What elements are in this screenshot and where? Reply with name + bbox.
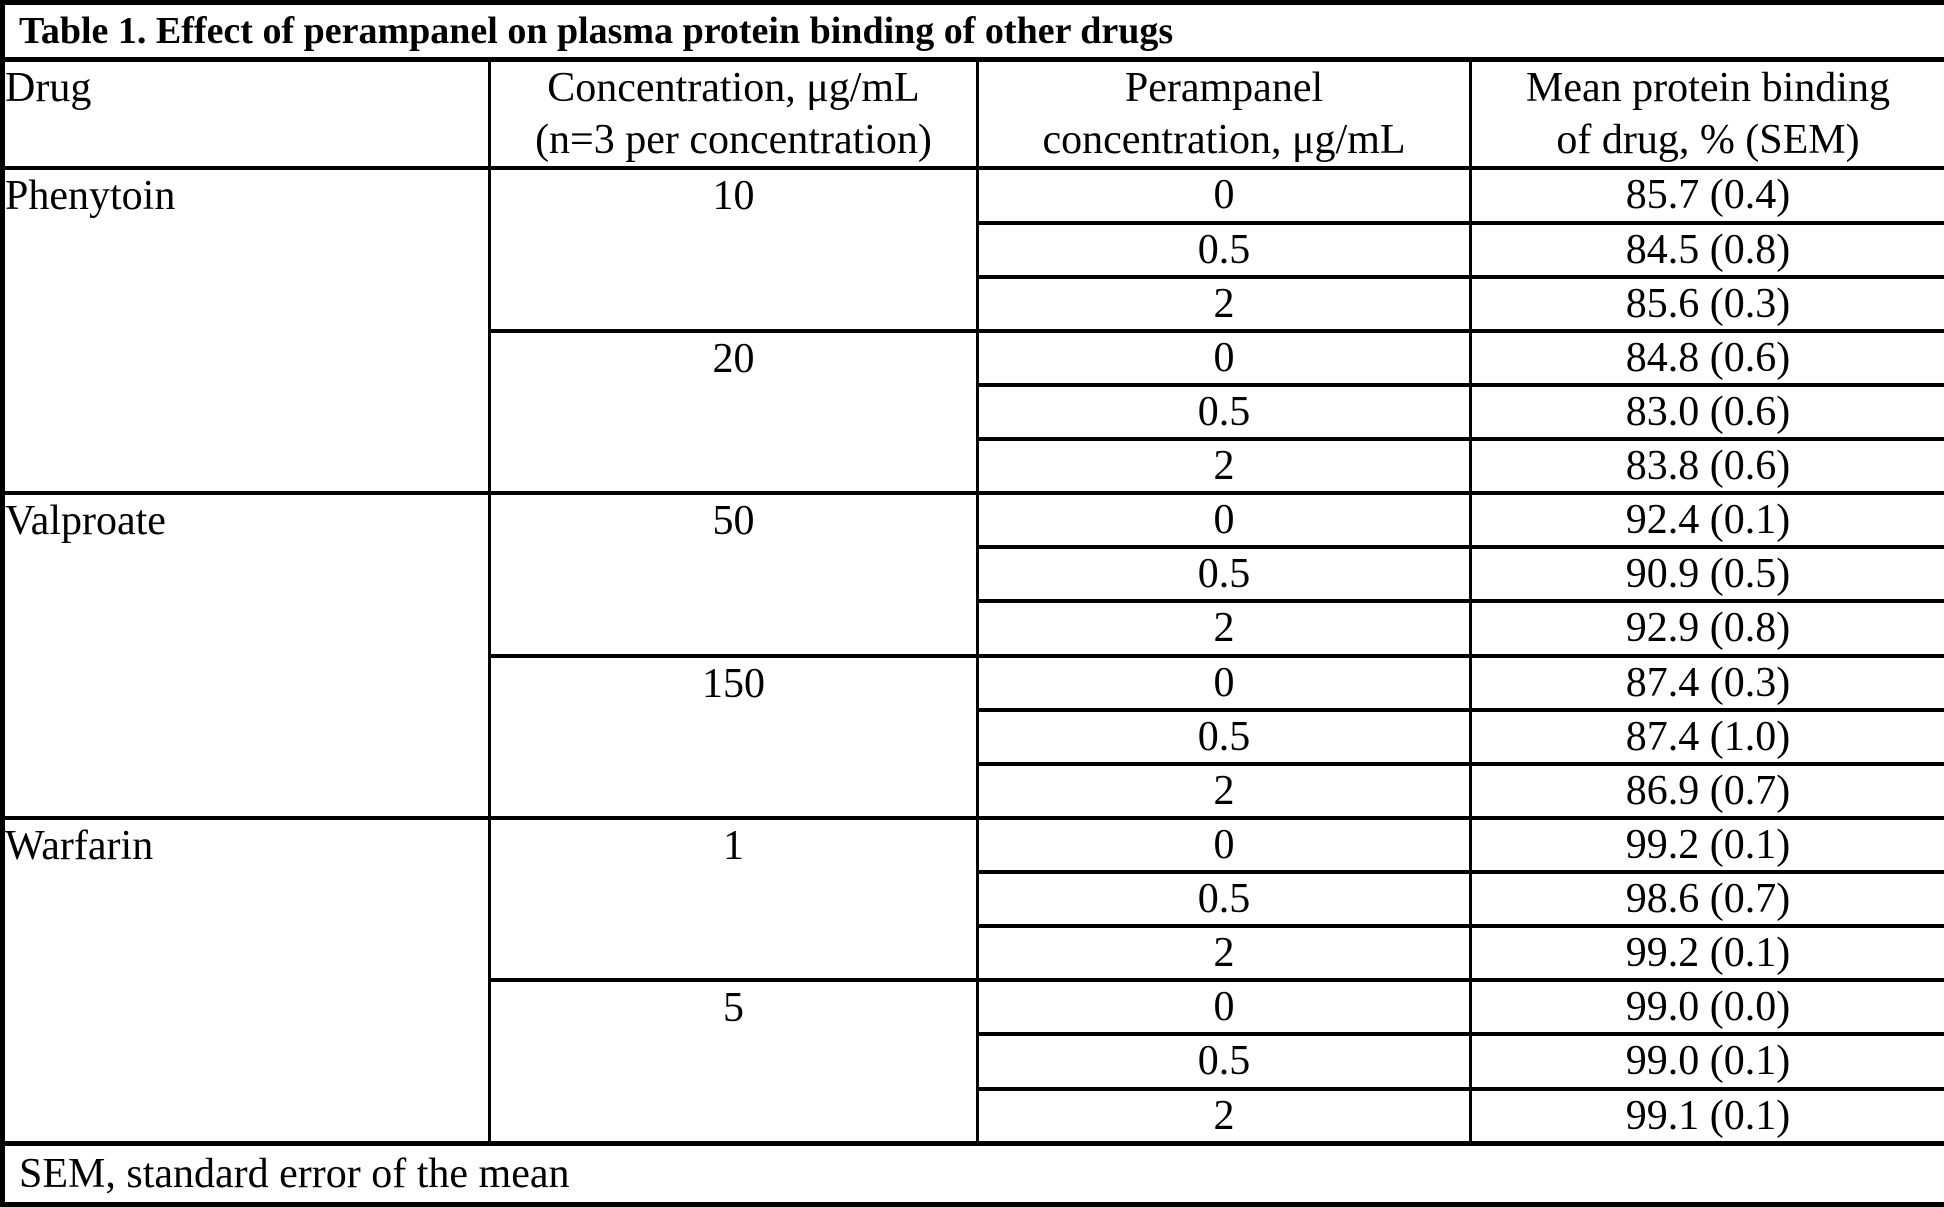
protein-binding-cell: 90.9 (0.5) <box>1469 545 1944 604</box>
protein-binding-cell: 98.6 (0.7) <box>1469 870 1944 929</box>
perampanel-concentration-cell: 2 <box>976 599 1472 658</box>
table-row: 0.5 99.0 (0.1) <box>3 1032 1944 1091</box>
protein-binding-cell: 87.4 (0.3) <box>1469 653 1944 712</box>
table-row: 2 85.6 (0.3) <box>3 274 1944 333</box>
drug-name-cell: Phenytoin <box>1 166 491 496</box>
perampanel-concentration-cell: 2 <box>976 924 1472 983</box>
table-title-row: Table 1. Effect of perampanel on plasma … <box>1 0 1944 63</box>
table-footnote-row: SEM, standard error of the mean <box>1 1140 1944 1207</box>
perampanel-concentration-cell: 2 <box>976 437 1472 496</box>
table-row: 2 99.2 (0.1) <box>3 924 1944 983</box>
table-row: 0.5 87.4 (1.0) <box>3 707 1944 766</box>
table-row: 2 83.8 (0.6) <box>3 437 1944 496</box>
protein-binding-cell: 84.5 (0.8) <box>1469 220 1944 279</box>
perampanel-concentration-cell: 2 <box>976 1086 1472 1146</box>
protein-binding-cell: 92.4 (0.1) <box>1469 491 1944 550</box>
protein-binding-cell: 84.8 (0.6) <box>1469 328 1944 387</box>
drug-concentration-cell: 1 <box>488 815 979 983</box>
perampanel-concentration-cell: 0 <box>976 653 1472 712</box>
table-row: 0.5 90.9 (0.5) <box>3 545 1944 604</box>
perampanel-concentration-cell: 2 <box>976 274 1472 333</box>
perampanel-concentration-cell: 0.5 <box>976 220 1472 279</box>
column-header-drug-label: Drug <box>5 65 92 112</box>
perampanel-concentration-cell: 0.5 <box>976 707 1472 766</box>
protein-binding-cell: 83.8 (0.6) <box>1469 437 1944 496</box>
perampanel-concentration-cell: 0 <box>976 491 1472 550</box>
protein-binding-cell: 92.9 (0.8) <box>1469 599 1944 658</box>
perampanel-concentration-cell: 0.5 <box>976 382 1472 442</box>
protein-binding-cell: 85.7 (0.4) <box>1469 166 1944 225</box>
perampanel-concentration-cell: 0 <box>976 978 1472 1037</box>
perampanel-concentration-cell: 2 <box>976 761 1472 820</box>
drug-concentration-cell: 150 <box>488 653 979 820</box>
protein-binding-cell: 99.1 (0.1) <box>1469 1086 1944 1146</box>
table-row: 20 0 84.8 (0.6) <box>3 328 1944 496</box>
protein-binding-cell: 99.2 (0.1) <box>1469 815 1944 875</box>
table-row: 2 86.9 (0.7) <box>3 761 1944 820</box>
table-row: 2 92.9 (0.8) <box>3 599 1944 658</box>
drug-concentration-cell: 50 <box>488 491 979 658</box>
protein-binding-cell: 86.9 (0.7) <box>1469 761 1944 820</box>
table-title: Table 1. Effect of perampanel on plasma … <box>1 0 1944 63</box>
protein-binding-cell: 99.2 (0.1) <box>1469 924 1944 983</box>
column-header-concentration: Concentration, μg/mL (n=3 per concentrat… <box>488 57 979 171</box>
table-row: 5 0 99.0 (0.0) <box>3 978 1944 1146</box>
perampanel-concentration-cell: 0 <box>976 166 1472 225</box>
column-header-perampanel-concentration: Perampanel concentration, μg/mL <box>976 57 1472 171</box>
table-row: Valproate 50 0 92.4 (0.1) <box>1 491 1944 820</box>
column-header-mean-protein-binding: Mean protein binding of drug, % (SEM) <box>1469 57 1944 171</box>
column-header-drug: Drug <box>1 57 491 171</box>
drug-name-cell: Valproate <box>1 491 491 820</box>
table-row: 150 0 87.4 (0.3) <box>3 653 1944 820</box>
perampanel-concentration-cell: 0.5 <box>976 870 1472 929</box>
table-row: 0.5 84.5 (0.8) <box>3 220 1944 279</box>
table-footnote: SEM, standard error of the mean <box>1 1140 1944 1207</box>
protein-binding-cell: 85.6 (0.3) <box>1469 274 1944 333</box>
table-row: 0.5 83.0 (0.6) <box>3 382 1944 442</box>
drug-concentration-cell: 5 <box>488 978 979 1146</box>
table-row: Phenytoin 10 0 85.7 (0.4) <box>1 166 1944 496</box>
protein-binding-cell: 99.0 (0.1) <box>1469 1032 1944 1091</box>
perampanel-concentration-cell: 0.5 <box>976 1032 1472 1091</box>
perampanel-concentration-cell: 0.5 <box>976 545 1472 604</box>
table-row: Warfarin 1 0 99.2 (0.1) <box>1 815 1944 1146</box>
protein-binding-cell: 87.4 (1.0) <box>1469 707 1944 766</box>
table-row: 2 99.1 (0.1) <box>3 1086 1944 1146</box>
drug-concentration-cell: 20 <box>488 328 979 496</box>
drug-name-cell: Warfarin <box>1 815 491 1146</box>
protein-binding-cell: 99.0 (0.0) <box>1469 978 1944 1037</box>
protein-binding-cell: 83.0 (0.6) <box>1469 382 1944 442</box>
table-row: 0.5 98.6 (0.7) <box>3 870 1944 929</box>
perampanel-concentration-cell: 0 <box>976 328 1472 387</box>
drug-concentration-cell: 10 <box>488 166 979 333</box>
perampanel-concentration-cell: 0 <box>976 815 1472 875</box>
table-header-row: Drug Concentration, μg/mL (n=3 per conce… <box>1 57 1944 171</box>
